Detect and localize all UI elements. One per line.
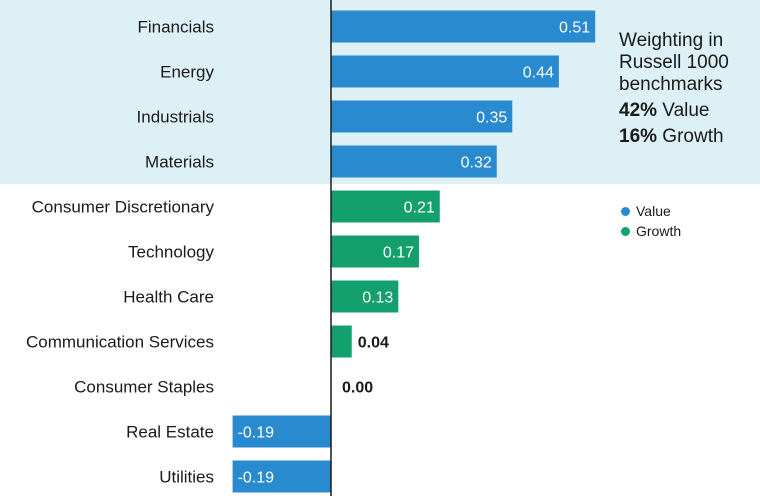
legend-item-growth: Growth [621,221,681,241]
annotation-value-percent: 42% [619,100,658,121]
category-label-financials: Financials [137,18,214,37]
annotation-growth-label: Growth [657,126,724,147]
annotation-growth-line: 16% Growth [619,126,754,148]
category-label-industrials: Industrials [137,108,214,127]
category-label-technology: Technology [128,243,215,262]
legend-growth-dot [621,226,630,236]
value-label-materials: 0.32 [461,155,492,172]
bar-financials [331,10,596,43]
annotation-value-label: Value [657,100,710,121]
value-label-utilities: -0.19 [238,470,275,487]
value-label-health-care: 0.13 [362,290,393,307]
value-label-industrials: 0.35 [476,110,507,127]
value-label-consumer-discretionary: 0.21 [404,200,435,217]
annotation-value-line: 42% Value [619,100,754,122]
annotation-growth-percent: 16% [619,126,658,147]
legend: Value Growth [621,201,681,241]
bar-real-estate [232,415,331,448]
bar-consumer-discretionary [331,190,440,223]
value-label-financials: 0.51 [559,20,590,37]
bar-communication-services [331,325,352,358]
value-label-energy: 0.44 [523,65,554,82]
bar-utilities [232,460,331,493]
bar-technology [331,235,420,268]
weighting-annotation: Weighting in Russell 1000 benchmarks 42%… [619,30,754,148]
category-label-real-estate: Real Estate [126,423,214,442]
legend-growth-label: Growth [636,223,682,239]
legend-item-value: Value [621,201,681,221]
legend-value-dot [621,206,630,216]
bar-materials [331,145,497,178]
value-label-communication-services: 0.04 [358,335,389,352]
category-label-energy: Energy [160,63,214,82]
value-label-technology: 0.17 [383,245,414,262]
bar-energy [331,55,559,88]
legend-value-label: Value [636,203,671,219]
category-label-consumer-staples: Consumer Staples [74,378,214,397]
category-label-health-care: Health Care [123,288,214,307]
category-label-utilities: Utilities [159,468,214,487]
category-label-communication-services: Communication Services [26,333,214,352]
bar-health-care [331,280,399,313]
value-label-consumer-staples: 0.00 [342,380,373,397]
category-label-materials: Materials [145,153,214,172]
annotation-title: Weighting in Russell 1000 benchmarks [619,30,729,95]
category-label-consumer-discretionary: Consumer Discretionary [32,198,215,217]
bar-industrials [331,100,513,133]
value-label-real-estate: -0.19 [238,425,275,442]
